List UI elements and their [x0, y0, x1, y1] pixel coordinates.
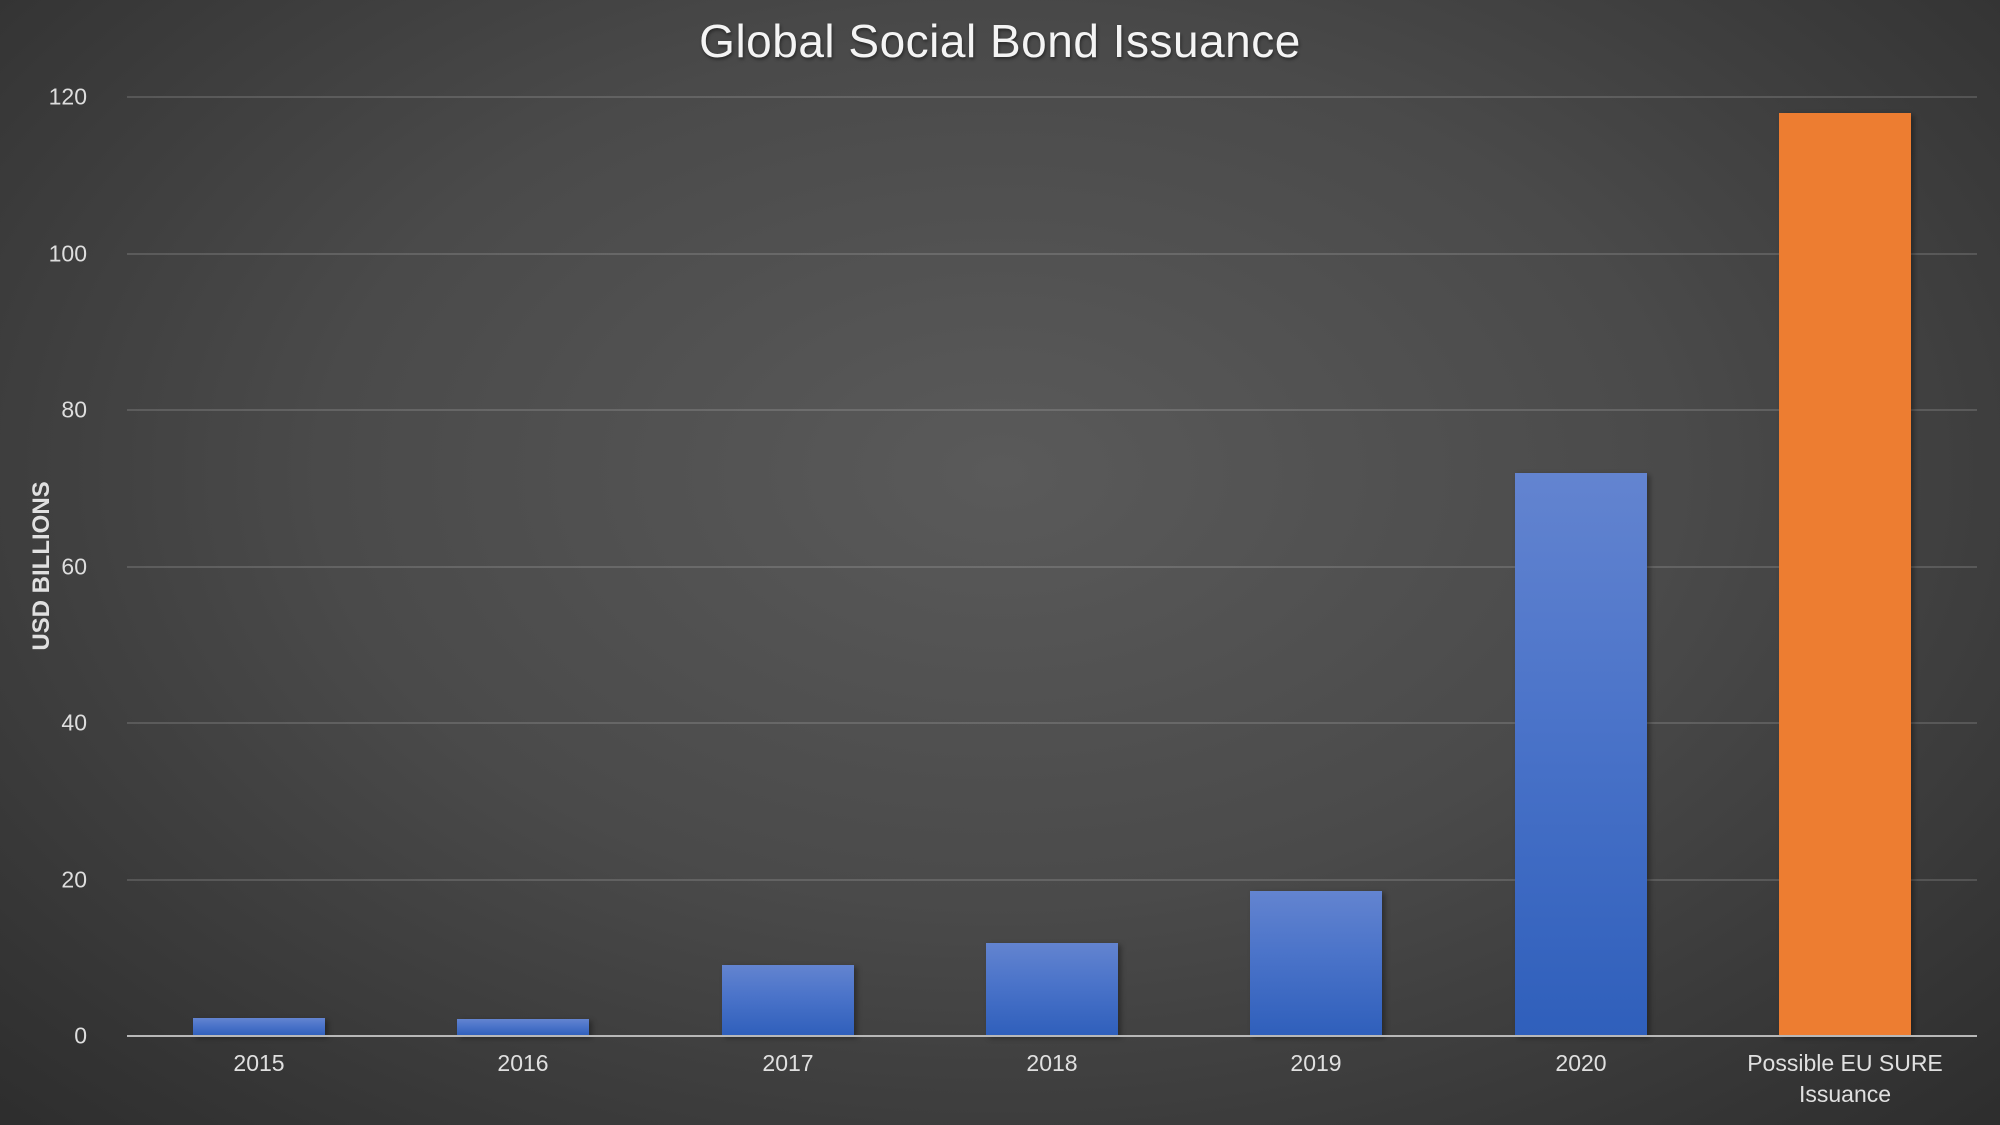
plot-area: 120 100 80 60 40 20 0	[49, 84, 1977, 1049]
gridline-20	[127, 879, 1977, 881]
bar-2019	[1250, 891, 1382, 1036]
y-tick-120: 120	[48, 83, 87, 110]
gridline-100	[127, 253, 1977, 255]
chart-title: Global Social Bond Issuance	[699, 15, 1301, 67]
bar-possible-eu-sure-issuance	[1779, 112, 1911, 1036]
y-tick-60: 60	[61, 553, 87, 580]
bar-2018	[986, 942, 1118, 1036]
x-tick-2015: 2015	[233, 1050, 285, 1076]
x-tick-possible-eu-sure-issuance: Possible EU SURE Issuance	[1747, 1050, 1943, 1107]
y-tick-20: 20	[61, 866, 87, 893]
gridline-80	[127, 409, 1977, 411]
bar-2017	[722, 964, 854, 1036]
x-tick-2019: 2019	[1290, 1050, 1342, 1076]
x-tick-2016: 2016	[497, 1050, 549, 1076]
x-tick-2018: 2018	[1026, 1050, 1078, 1076]
gridline-40	[127, 722, 1977, 724]
y-tick-80: 80	[61, 396, 87, 423]
bar-2020	[1515, 472, 1647, 1036]
x-tick-2017: 2017	[762, 1050, 814, 1076]
x-tick-2020: 2020	[1555, 1050, 1607, 1076]
y-tick-100: 100	[48, 240, 87, 267]
x-axis-line	[127, 1035, 1977, 1037]
y-tick-0: 0	[74, 1022, 87, 1049]
gridline-60	[127, 566, 1977, 568]
bar-2015	[193, 1018, 325, 1036]
bar-2016	[457, 1018, 589, 1036]
y-tick-40: 40	[61, 709, 87, 736]
gridline-120	[127, 96, 1977, 98]
